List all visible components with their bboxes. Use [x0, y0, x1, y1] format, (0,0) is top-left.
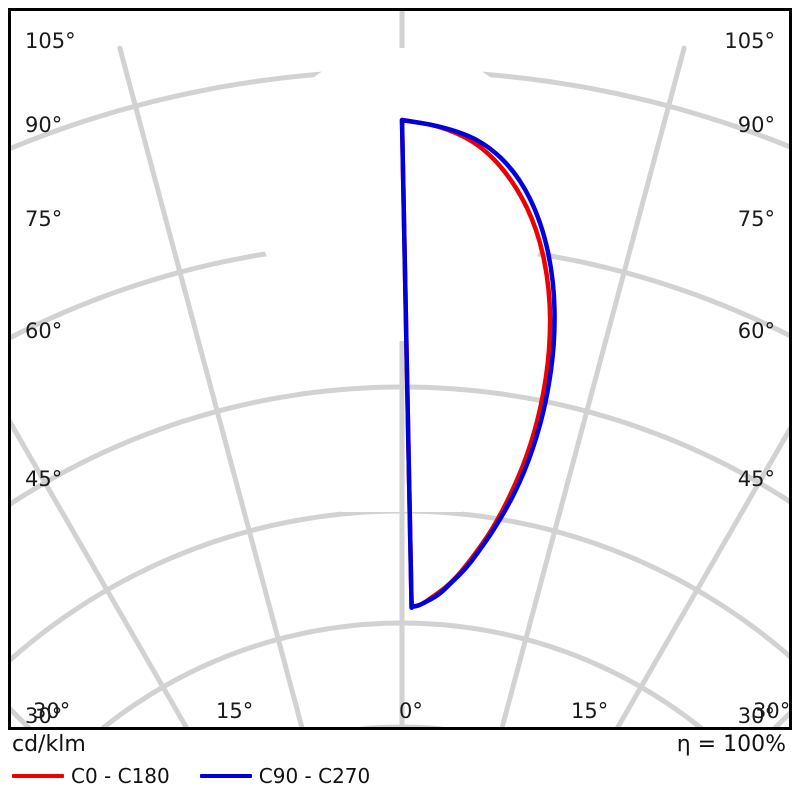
legend-swatch — [12, 774, 64, 778]
axis-tick-label: 90° — [737, 113, 775, 137]
axis-tick-label: 75° — [737, 207, 775, 231]
chart-footer: cd/klm η = 100% C0 - C180 C90 - C270 — [0, 730, 800, 800]
axis-tick-label: 30° — [753, 699, 791, 723]
unit-label: cd/klm — [12, 732, 86, 757]
axis-tick-label: 15° — [216, 699, 254, 723]
axis-tick-label: 30° — [737, 704, 775, 728]
axis-tick-label: 30° — [25, 704, 63, 728]
legend-label: C0 - C180 — [71, 764, 170, 788]
axis-tick-label: 105° — [724, 29, 775, 53]
chart-legend: C0 - C180 C90 - C270 — [12, 764, 392, 788]
axis-tick-label: 75° — [25, 207, 63, 231]
axis-tick-label: 45° — [25, 467, 63, 491]
axis-tick-label: 45° — [737, 467, 775, 491]
legend-swatch — [199, 774, 252, 778]
legend-label: C90 - C270 — [258, 764, 371, 788]
axis-tick-label: 90° — [25, 113, 63, 137]
axis-tick-label: 60° — [737, 319, 775, 343]
polar-grid-and-curves — [11, 11, 789, 727]
legend-item: C0 - C180 — [12, 764, 170, 788]
axis-tick-label: 15° — [571, 699, 609, 723]
efficiency-label: η = 100% — [676, 732, 786, 757]
legend-item: C90 - C270 — [199, 764, 371, 788]
axis-tick-label: 30° — [33, 699, 71, 723]
axis-tick-label: 105° — [25, 29, 76, 53]
axis-tick-label: 60° — [25, 319, 63, 343]
plot-frame: 105° 90° 75° 60° 45° 30° 105° 90° 75° 60° 45° 30° … — [8, 8, 792, 730]
series-curve — [399, 117, 557, 610]
axis-tick-label: 0° — [399, 699, 423, 723]
